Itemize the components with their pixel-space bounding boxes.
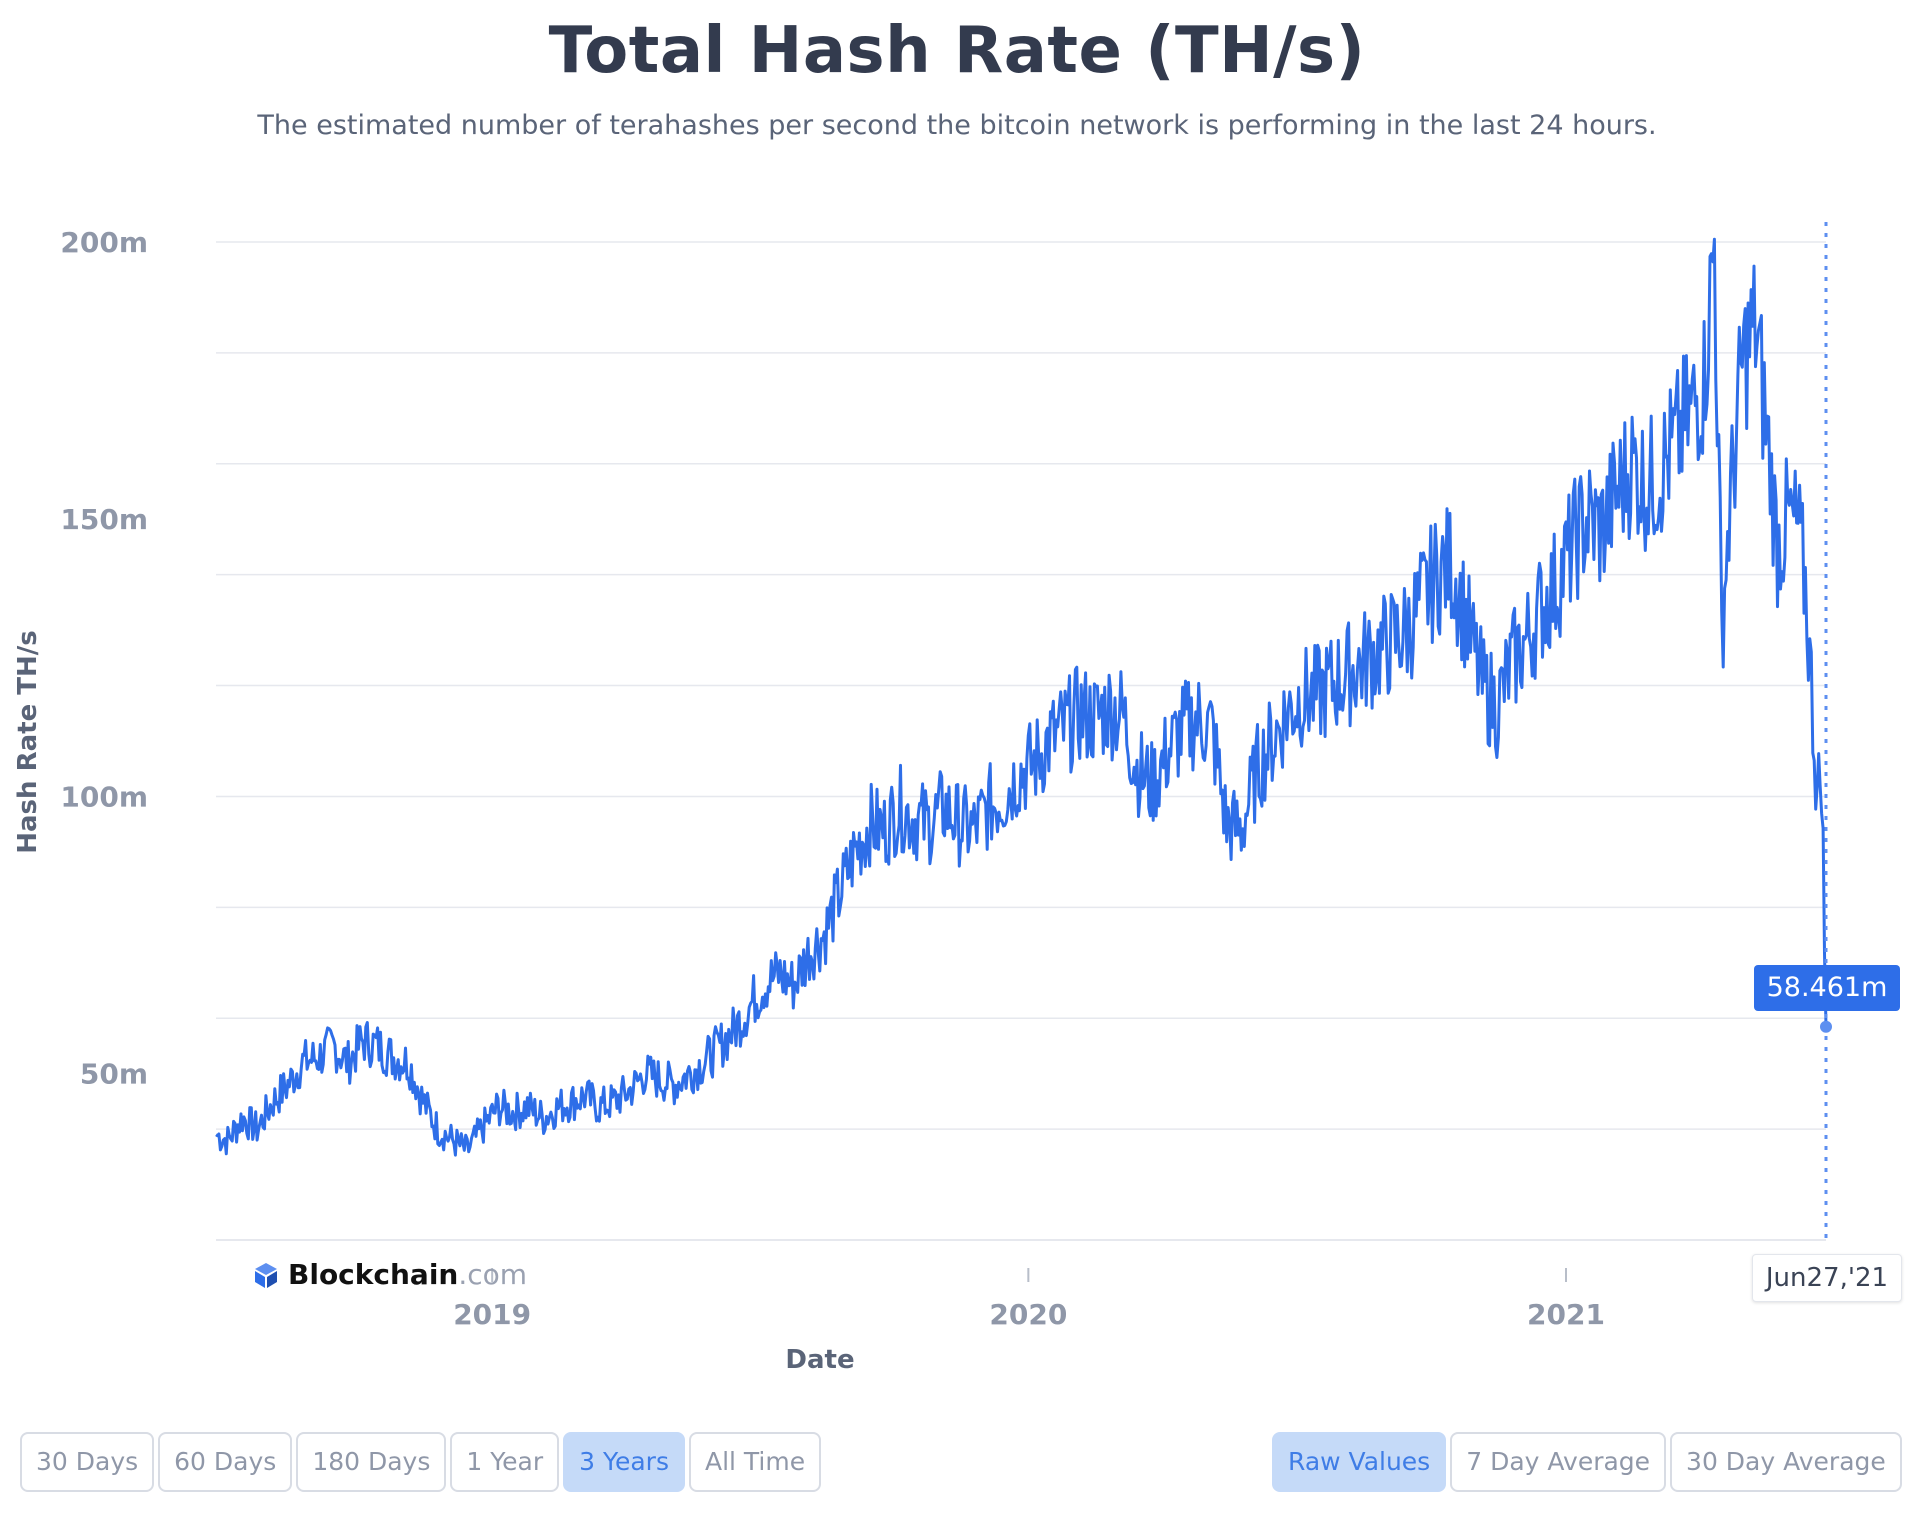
- range-all-time-button[interactable]: All Time: [688, 1432, 822, 1492]
- y-tick-label: 150m: [60, 503, 148, 536]
- x-tick-label: 2020: [989, 1298, 1067, 1331]
- brand-name: Blockchain: [288, 1258, 459, 1291]
- 30-day-average-button[interactable]: 30 Day Average: [1670, 1432, 1902, 1492]
- x-tick-label: 2021: [1527, 1298, 1605, 1331]
- y-tick-label: 50m: [80, 1058, 148, 1091]
- x-tick-label: 2019: [453, 1298, 531, 1331]
- blockchain-cube-icon: [255, 1262, 277, 1288]
- range-30-days-button[interactable]: 30 Days: [20, 1432, 155, 1492]
- y-tick-label: 200m: [60, 226, 148, 259]
- date-tooltip: Jun27,'21: [1752, 1254, 1902, 1302]
- chart-title: Total Hash Rate (TH/s): [548, 14, 1366, 88]
- averaging-selector: Raw Values 7 Day Average 30 Day Average: [1272, 1432, 1902, 1492]
- raw-values-button[interactable]: Raw Values: [1272, 1432, 1447, 1492]
- range-60-days-button[interactable]: 60 Days: [158, 1432, 293, 1492]
- range-180-days-button[interactable]: 180 Days: [296, 1432, 447, 1492]
- time-range-selector: 30 Days 60 Days 180 Days 1 Year 3 Years …: [20, 1432, 822, 1492]
- chart-subtitle: The estimated number of terahashes per s…: [257, 110, 1657, 141]
- grid-lines: [216, 241, 1826, 1241]
- y-axis-ticks: 50m 100m 150m 200m: [60, 226, 148, 1091]
- y-tick-label: 100m: [60, 780, 148, 813]
- x-axis-title: Date: [785, 1345, 854, 1375]
- 7-day-average-button[interactable]: 7 Day Average: [1450, 1432, 1667, 1492]
- y-axis-title: Hash Rate TH/s: [13, 630, 43, 854]
- hash-rate-series-line: [215, 237, 1828, 1157]
- blockchain-logo: Blockchain .com: [252, 1258, 527, 1291]
- hover-data-point: [1820, 1020, 1832, 1033]
- range-3-years-button[interactable]: 3 Years: [563, 1432, 685, 1492]
- brand-suffix: .com: [458, 1258, 528, 1291]
- range-1-year-button[interactable]: 1 Year: [450, 1432, 560, 1492]
- x-axis-ticks: 2019 2020 2021: [453, 1268, 1605, 1331]
- value-tooltip: 58.461m: [1754, 965, 1900, 1011]
